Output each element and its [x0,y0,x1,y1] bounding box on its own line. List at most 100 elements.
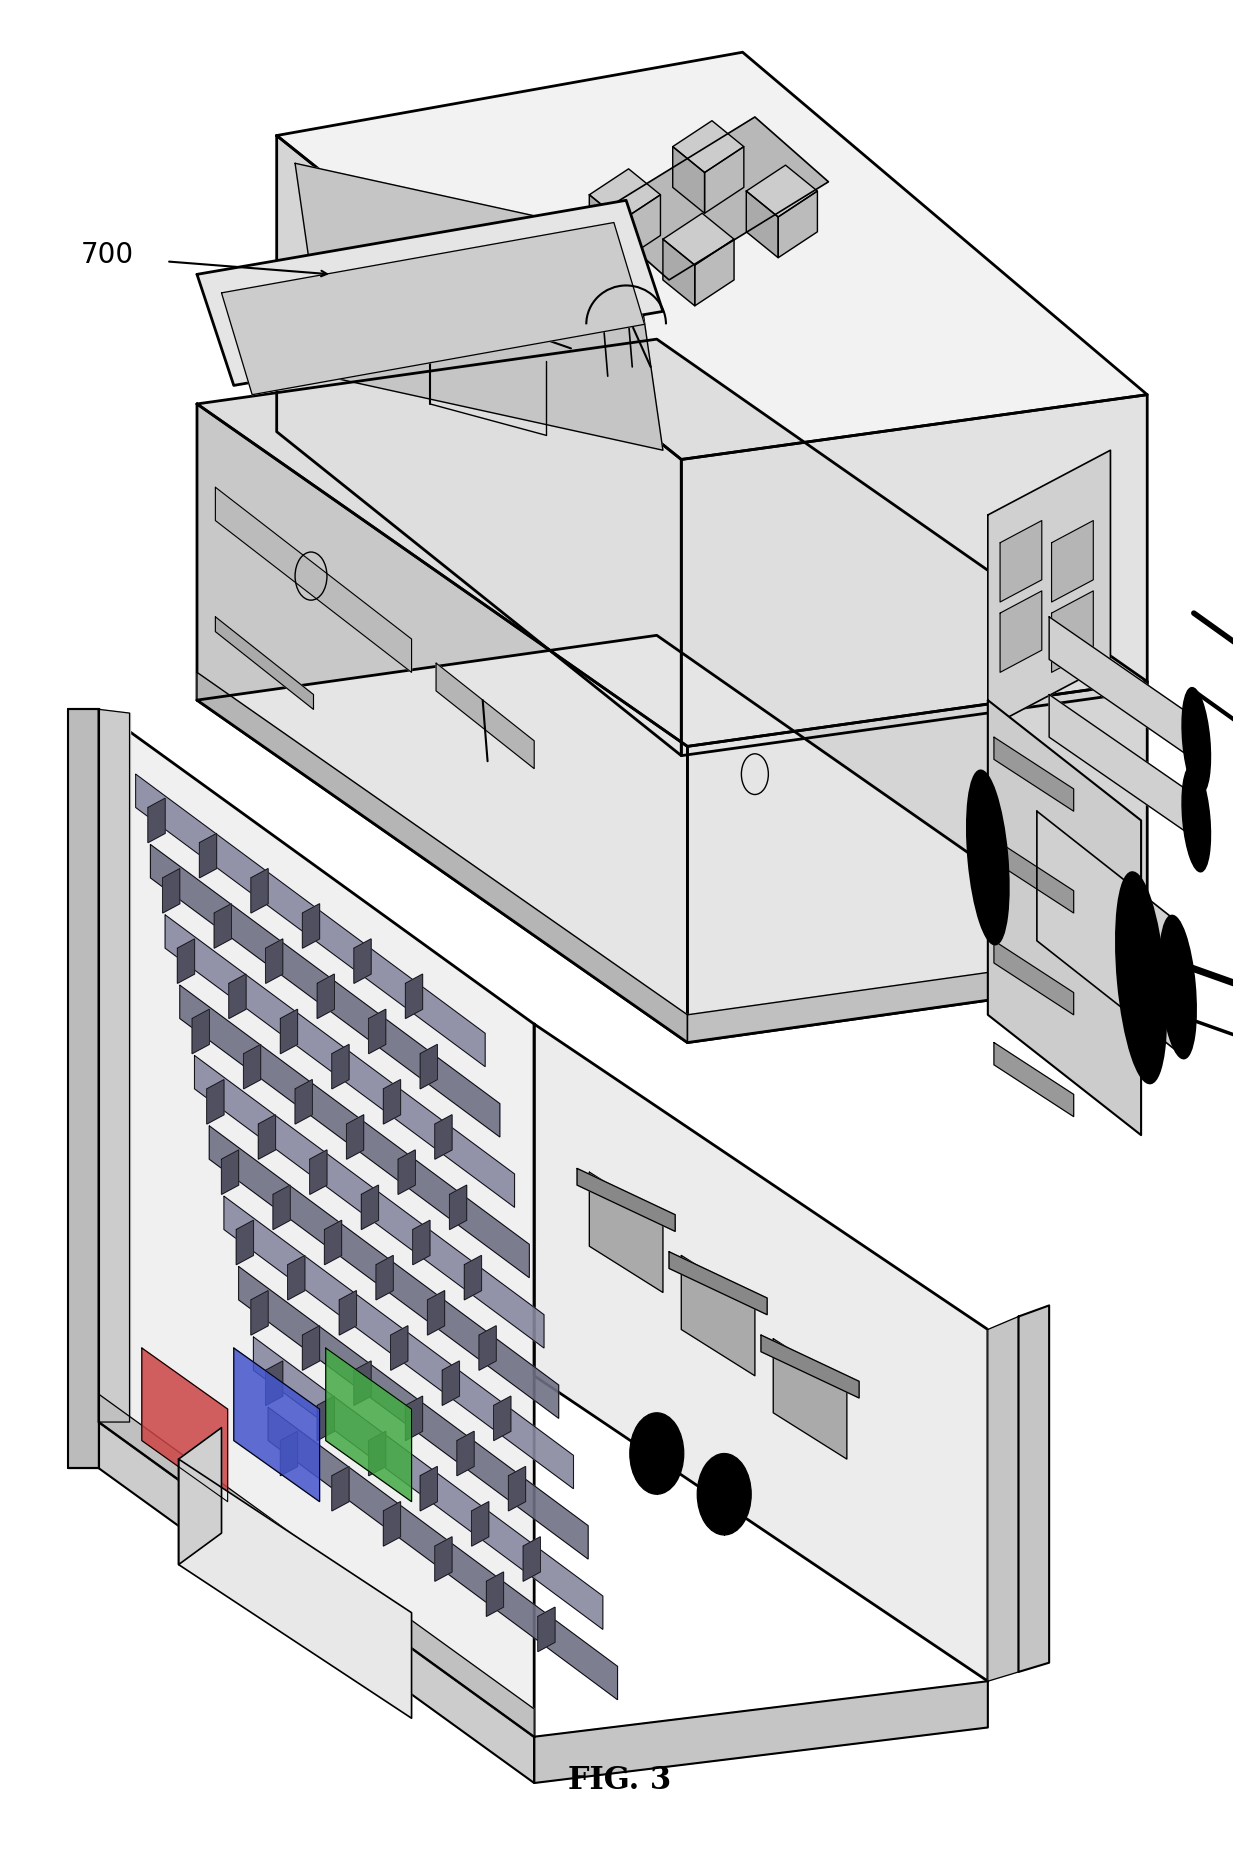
Polygon shape [471,1502,489,1547]
Polygon shape [192,1010,210,1055]
Polygon shape [663,214,734,267]
Polygon shape [508,1467,526,1512]
Polygon shape [368,1010,386,1055]
Polygon shape [295,1079,312,1124]
Polygon shape [1049,695,1197,839]
Polygon shape [534,1025,988,1681]
Polygon shape [353,1361,371,1405]
Polygon shape [1049,617,1197,762]
Polygon shape [383,1502,401,1547]
Ellipse shape [1182,688,1210,794]
Polygon shape [197,201,663,386]
Polygon shape [179,1428,222,1564]
Polygon shape [216,488,412,673]
Polygon shape [197,339,1147,747]
Polygon shape [265,1361,283,1405]
Polygon shape [277,54,1147,460]
Polygon shape [303,1325,320,1370]
Polygon shape [687,951,1147,1044]
Polygon shape [1018,1305,1049,1672]
Polygon shape [761,1335,859,1398]
Polygon shape [234,1348,320,1502]
Polygon shape [273,1186,290,1230]
Polygon shape [450,1186,466,1230]
Polygon shape [179,1460,412,1719]
Polygon shape [280,1432,298,1476]
Polygon shape [250,1292,268,1335]
Polygon shape [148,800,165,843]
Polygon shape [317,975,335,1020]
Polygon shape [238,1268,588,1558]
Polygon shape [687,682,1147,1044]
Polygon shape [303,904,320,949]
Polygon shape [332,1467,348,1512]
Polygon shape [577,1169,675,1232]
Polygon shape [1052,522,1094,602]
Ellipse shape [967,772,1009,945]
Polygon shape [383,1079,401,1124]
Polygon shape [99,1422,534,1784]
Polygon shape [222,224,645,395]
Polygon shape [162,869,180,913]
Polygon shape [464,1256,481,1301]
Polygon shape [229,975,246,1020]
Polygon shape [494,1396,511,1441]
Polygon shape [456,1432,474,1476]
Polygon shape [694,240,734,308]
Polygon shape [994,738,1074,811]
Polygon shape [994,839,1074,913]
Polygon shape [320,226,639,371]
Polygon shape [523,1538,541,1581]
Polygon shape [420,1046,438,1089]
Polygon shape [310,1150,327,1195]
Polygon shape [197,673,687,1044]
Polygon shape [534,1681,988,1784]
Ellipse shape [1159,915,1197,1059]
Polygon shape [1037,811,1178,1053]
Text: FIG. 3: FIG. 3 [568,1763,672,1795]
Polygon shape [435,1115,453,1159]
Polygon shape [443,1361,459,1405]
Polygon shape [237,1221,253,1266]
Polygon shape [317,1396,335,1441]
Polygon shape [994,1044,1074,1117]
Polygon shape [99,710,534,1737]
Polygon shape [670,1253,768,1314]
Polygon shape [673,121,744,173]
Polygon shape [1052,591,1094,673]
Polygon shape [361,1186,378,1230]
Polygon shape [277,136,681,757]
Polygon shape [177,939,195,984]
Polygon shape [326,1348,412,1502]
Polygon shape [325,1221,342,1266]
Polygon shape [243,1046,260,1089]
Polygon shape [405,975,423,1020]
Polygon shape [704,147,744,214]
Ellipse shape [1182,766,1210,872]
Polygon shape [420,1467,438,1512]
Text: 700: 700 [81,240,134,268]
Polygon shape [595,117,828,281]
Polygon shape [486,1571,503,1616]
Polygon shape [391,1325,408,1370]
Polygon shape [538,1607,556,1652]
Polygon shape [197,636,1147,1044]
Polygon shape [210,1126,559,1419]
Polygon shape [589,170,661,222]
Polygon shape [405,1396,423,1441]
Polygon shape [222,1150,238,1195]
Polygon shape [280,1010,298,1055]
Polygon shape [295,164,663,451]
Polygon shape [746,192,779,259]
Polygon shape [135,775,485,1066]
Polygon shape [681,395,1147,757]
Polygon shape [435,1538,453,1581]
Polygon shape [479,1325,496,1370]
Polygon shape [1001,522,1042,602]
Polygon shape [150,844,500,1137]
Polygon shape [200,833,217,878]
Polygon shape [224,1197,573,1489]
Polygon shape [268,1407,618,1700]
Polygon shape [141,1348,228,1502]
Polygon shape [376,1256,393,1301]
